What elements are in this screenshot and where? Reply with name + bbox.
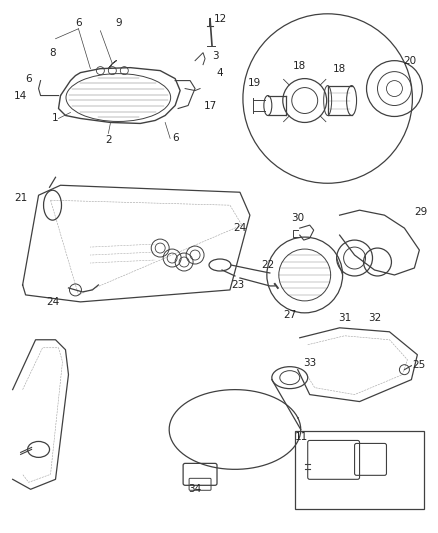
Text: 2: 2 [105, 135, 112, 146]
Text: 18: 18 [333, 63, 346, 74]
Text: 6: 6 [172, 133, 178, 143]
Text: 30: 30 [291, 213, 304, 223]
Text: 12: 12 [213, 14, 226, 24]
Text: 24: 24 [233, 223, 247, 233]
Text: 27: 27 [283, 310, 297, 320]
Text: 22: 22 [261, 260, 275, 270]
Text: 14: 14 [14, 91, 27, 101]
Text: 6: 6 [75, 18, 82, 28]
Text: 23: 23 [231, 280, 244, 290]
Text: 21: 21 [14, 193, 27, 203]
Text: 33: 33 [303, 358, 316, 368]
Text: 17: 17 [203, 101, 217, 110]
Text: 1: 1 [52, 114, 59, 124]
Text: 19: 19 [248, 78, 261, 87]
Text: 9: 9 [115, 18, 122, 28]
Text: 29: 29 [415, 207, 428, 217]
Text: 18: 18 [293, 61, 306, 71]
Text: 24: 24 [46, 297, 59, 307]
Text: 11: 11 [295, 432, 308, 442]
Text: 4: 4 [217, 68, 223, 78]
Text: 3: 3 [212, 51, 218, 61]
Text: 31: 31 [338, 313, 351, 323]
Text: 25: 25 [413, 360, 426, 370]
Text: 8: 8 [49, 47, 56, 58]
Text: 34: 34 [188, 484, 202, 494]
Text: 20: 20 [403, 55, 416, 66]
Text: 32: 32 [368, 313, 381, 323]
Bar [295, 432, 424, 509]
Text: 6: 6 [25, 74, 32, 84]
